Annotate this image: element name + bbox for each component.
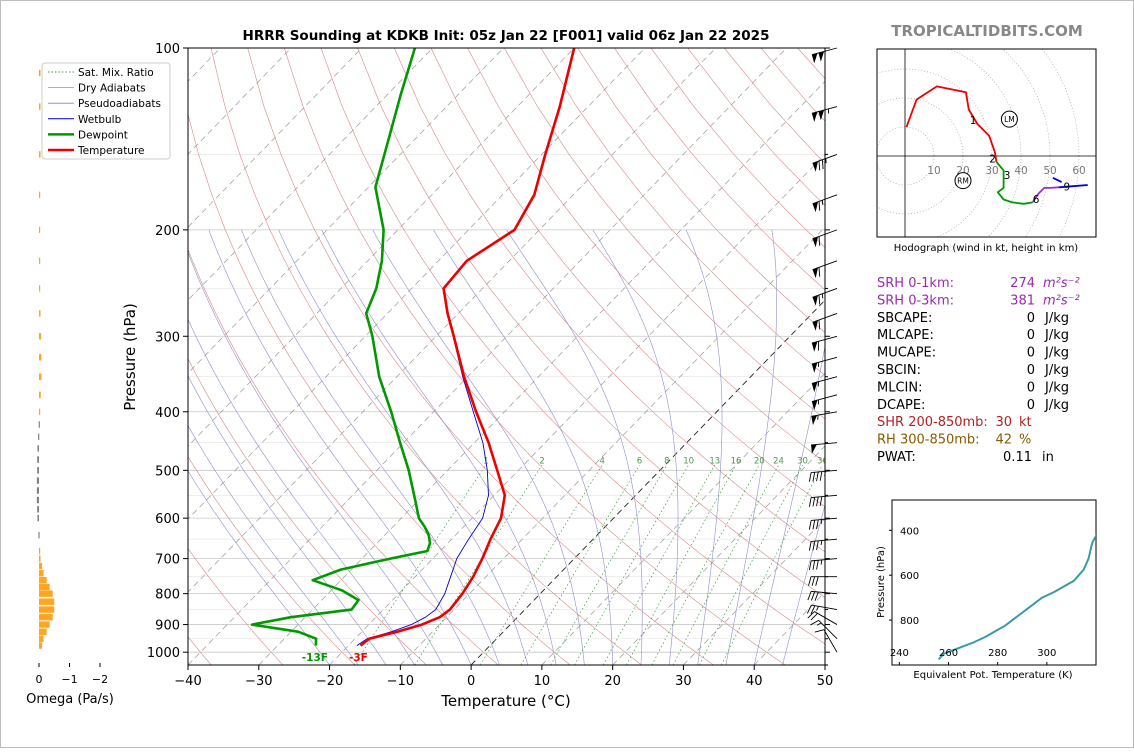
figure-frame xyxy=(0,0,1134,748)
